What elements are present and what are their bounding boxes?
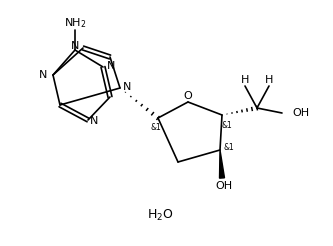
Text: H$_2$O: H$_2$O xyxy=(147,207,173,223)
Text: N: N xyxy=(107,61,115,71)
Text: N: N xyxy=(123,82,132,92)
Text: OH: OH xyxy=(215,181,232,191)
Text: H: H xyxy=(241,75,249,85)
Text: NH$_2$: NH$_2$ xyxy=(64,16,86,30)
Text: &1: &1 xyxy=(151,123,162,133)
Text: H: H xyxy=(265,75,273,85)
Text: N: N xyxy=(39,70,47,80)
Text: N: N xyxy=(71,41,79,51)
Text: N: N xyxy=(90,116,98,126)
Text: O: O xyxy=(183,91,192,101)
Text: &1: &1 xyxy=(224,143,234,153)
Polygon shape xyxy=(219,150,224,178)
Text: OH: OH xyxy=(292,108,309,118)
Text: &1: &1 xyxy=(222,121,232,129)
